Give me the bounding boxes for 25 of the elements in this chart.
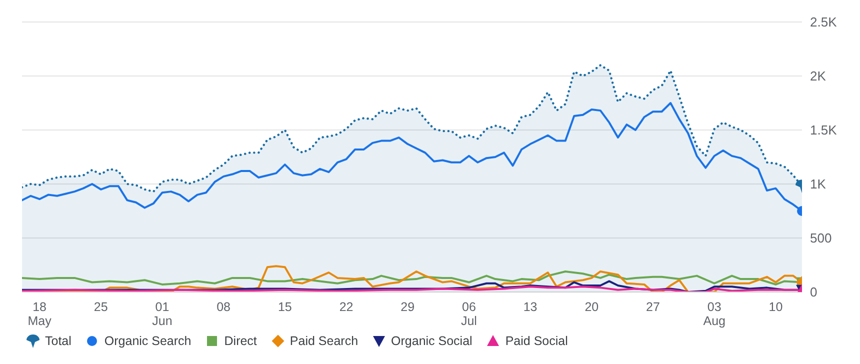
legend-label: Organic Social <box>391 334 472 348</box>
x-tick-label: 03 Aug <box>703 300 726 328</box>
y-tick-label: 0 <box>810 284 818 300</box>
legend-label: Direct <box>224 334 257 348</box>
legend-label: Organic Search <box>104 334 192 348</box>
legend-label: Total <box>45 334 72 348</box>
x-tick-label: 06 Jul <box>460 300 477 328</box>
y-tick-label: 2K <box>810 68 826 84</box>
x-tick-label: 10 <box>768 300 783 314</box>
x-tick-label: 29 <box>400 300 415 314</box>
x-tick-label: 22 <box>339 300 354 314</box>
y-tick-label: 1K <box>810 176 826 192</box>
y-tick-label: 1.5K <box>810 122 838 138</box>
x-tick-label: 08 <box>216 300 231 314</box>
x-tick-label: 15 <box>278 300 292 314</box>
y-tick-label: 500 <box>810 230 832 246</box>
legend-label: Paid Search <box>290 334 358 348</box>
x-tick-label: 27 <box>646 300 660 314</box>
legend-label: Paid Social <box>505 334 568 348</box>
y-tick-label: 2.5K <box>810 14 838 30</box>
x-tick-label: 01 Jun <box>152 300 172 328</box>
x-tick-label: 25 <box>94 300 108 314</box>
x-tick-label: 20 <box>584 300 599 314</box>
x-tick-label: 13 <box>523 300 538 314</box>
x-tick-label: 18 May <box>28 300 52 328</box>
